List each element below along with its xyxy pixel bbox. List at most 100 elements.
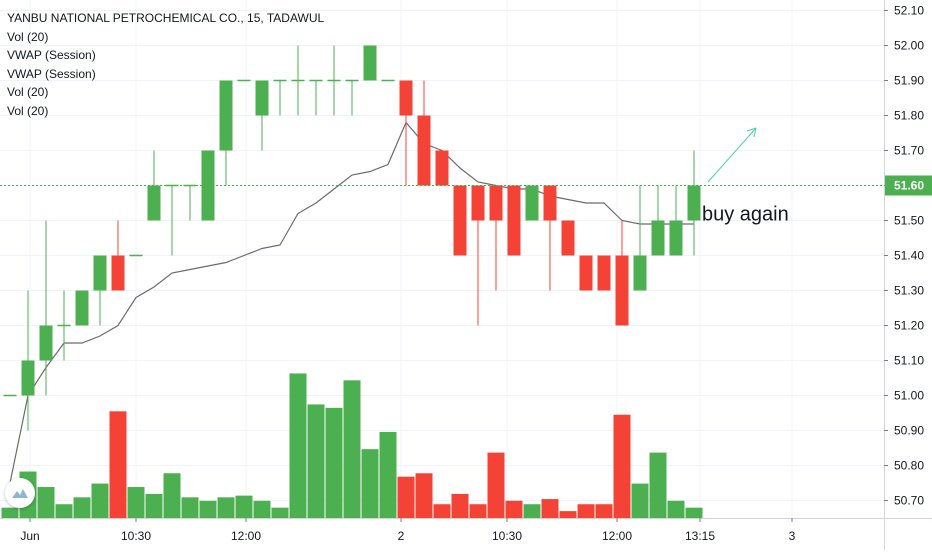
indicator-label[interactable]: VWAP (Session) [7, 48, 96, 63]
candle-body [651, 220, 665, 256]
candle-body [453, 185, 467, 256]
volume-bar [451, 493, 469, 518]
candle-body [111, 255, 125, 291]
y-tick-label: 51.00 [894, 389, 924, 403]
candle-body [489, 185, 503, 221]
candle-body [327, 79, 341, 82]
volume-bar [163, 473, 181, 518]
x-tick-label: Jun [20, 529, 39, 543]
annotation-arrow-head [746, 127, 757, 138]
volume-bar [685, 507, 703, 518]
vwap-series [9, 121, 694, 484]
candle-body [525, 185, 539, 221]
y-tick-label: 51.20 [894, 319, 924, 333]
volume-bar [181, 497, 199, 518]
x-tick-label: 13:15 [685, 529, 715, 543]
candle-body [399, 80, 413, 116]
candle-body [345, 79, 359, 82]
candle-body [579, 255, 593, 291]
y-tick-label: 51.30 [894, 284, 924, 298]
volume-bar [469, 504, 487, 518]
volume-bar [217, 497, 235, 518]
volume-bar [91, 483, 109, 518]
annotation-text: buy again [702, 204, 789, 226]
candle-body [129, 254, 143, 257]
candle-body [687, 185, 701, 221]
volume-bar [613, 414, 631, 518]
candle-body [471, 185, 485, 221]
volume-bar [289, 373, 307, 518]
candle-body [147, 185, 161, 221]
candle-body [417, 115, 431, 186]
candle-body [561, 220, 575, 256]
volume-bar [433, 504, 451, 518]
volume-bar [271, 507, 289, 518]
y-tick-label: 50.70 [894, 494, 924, 508]
price-axis[interactable]: 52.10 52.00 51.90 51.80 51.70 51.60 51.50 51.40… [884, 0, 932, 550]
candle-body [615, 255, 629, 326]
volume-bar [541, 499, 559, 518]
volume-bar [631, 483, 649, 518]
indicator-label[interactable]: Vol (20) [7, 85, 49, 100]
volume-bar [325, 407, 343, 518]
volume-bar [1, 507, 19, 518]
candle-body [543, 185, 557, 221]
y-tick-label: 50.80 [894, 459, 924, 473]
y-tick-label: 51.10 [894, 354, 924, 368]
candle-body [273, 79, 287, 82]
symbol-title[interactable]: YANBU NATIONAL PETROCHEMICAL CO., 15, TA… [7, 11, 325, 25]
candle-body [291, 79, 305, 82]
time-axis[interactable]: Jun 10:30 12:00 2 10:30 12:00 13:15 3 [0, 518, 932, 543]
x-tick-label: 2 [398, 529, 405, 543]
volume-bar [595, 504, 613, 518]
volume-bar [73, 497, 91, 518]
candle-body [435, 150, 449, 186]
candle-body [381, 79, 395, 82]
candle-body [363, 45, 377, 81]
volume-bar [577, 504, 595, 518]
volume-bar [343, 380, 361, 518]
y-tick-label: 51.80 [894, 109, 924, 123]
volume-bar [487, 452, 505, 518]
volume-bar [505, 500, 523, 518]
vwap-line [9, 121, 694, 484]
candles [3, 45, 701, 431]
tradingview-logo-icon[interactable] [5, 478, 35, 508]
y-tick-label: 52.00 [894, 39, 924, 53]
volume-bar [199, 500, 217, 518]
candle-body [93, 255, 107, 291]
annotation: buy again [702, 127, 789, 226]
candle-body [57, 324, 71, 327]
indicator-label[interactable]: Vol (20) [7, 29, 49, 44]
candle-body [75, 290, 89, 326]
y-tick-label: 51.50 [894, 214, 924, 228]
x-tick-label: 3 [789, 529, 796, 543]
indicator-label[interactable]: VWAP (Session) [7, 66, 96, 81]
indicator-label[interactable]: Vol (20) [7, 103, 49, 118]
volume-bar [235, 495, 253, 518]
grid-lines [0, 0, 884, 518]
chart-legend: YANBU NATIONAL PETROCHEMICAL CO., 15, TA… [7, 9, 324, 121]
candle-body [39, 325, 53, 361]
annotation-arrow [707, 127, 757, 183]
candle-body [237, 79, 251, 82]
candle-body [507, 185, 521, 256]
last-price-badge [885, 175, 932, 196]
x-tick-label: 12:00 [602, 529, 632, 543]
x-tick-label: 12:00 [231, 529, 261, 543]
candle-body [255, 80, 269, 116]
volume-bar [145, 493, 163, 518]
volume-bar [307, 404, 325, 518]
candle-body [3, 394, 17, 397]
volume-bar [253, 500, 271, 518]
x-tick-label: 10:30 [121, 529, 151, 543]
volume-bar [55, 504, 73, 518]
candle-body [597, 255, 611, 291]
volume-bar [109, 411, 127, 518]
last-price-label: 51.60 [894, 179, 924, 193]
candle-body [219, 80, 233, 151]
volume-bar [559, 511, 577, 518]
volume-bar [667, 500, 685, 518]
